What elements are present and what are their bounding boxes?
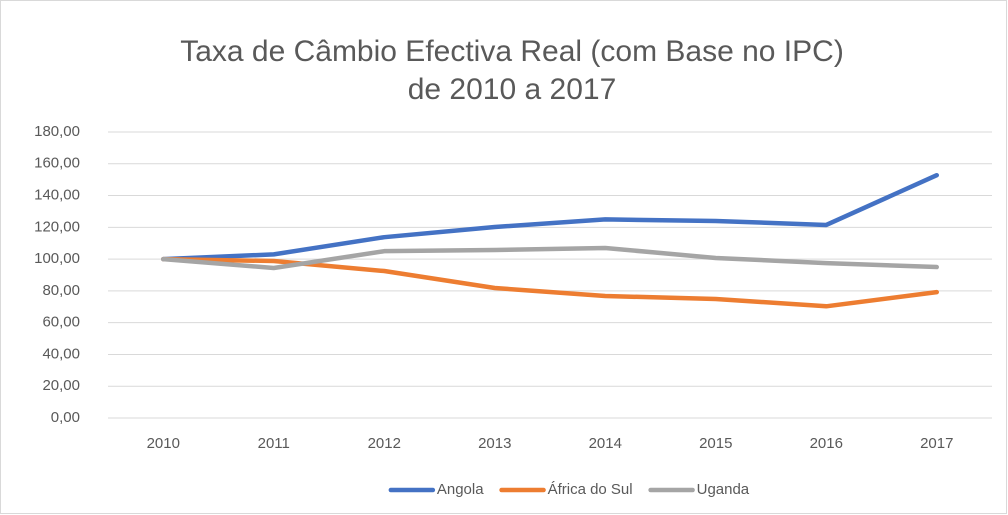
y-tick-label: 0,00 <box>51 409 80 426</box>
chart-title: Taxa de Câmbio Efectiva Real (com Base n… <box>180 35 844 68</box>
legend-label: Angola <box>437 481 484 498</box>
x-tick-label: 2012 <box>368 435 401 452</box>
legend-label: África do Sul <box>548 481 633 498</box>
y-tick-label: 20,00 <box>42 377 80 394</box>
legend-label: Uganda <box>697 481 750 498</box>
x-tick-label: 2014 <box>589 435 622 452</box>
y-tick-label: 60,00 <box>42 314 80 331</box>
line-series <box>161 245 939 271</box>
line-series <box>161 256 939 309</box>
x-tick-label: 2015 <box>699 435 732 452</box>
x-tick-label: 2016 <box>810 435 843 452</box>
y-tick-label: 120,00 <box>34 218 80 235</box>
y-tick-label: 180,00 <box>34 123 80 140</box>
x-tick-label: 2017 <box>920 435 953 452</box>
x-tick-label: 2010 <box>147 435 180 452</box>
y-tick-label: 140,00 <box>34 187 80 204</box>
y-tick-label: 80,00 <box>42 282 80 299</box>
y-tick-label: 40,00 <box>42 345 80 362</box>
y-tick-label: 100,00 <box>34 250 80 267</box>
x-tick-label: 2011 <box>258 435 290 452</box>
x-tick-label: 2013 <box>478 435 511 452</box>
y-tick-label: 160,00 <box>34 155 80 172</box>
line-series <box>161 172 939 262</box>
chart-title: de 2010 a 2017 <box>408 73 617 106</box>
